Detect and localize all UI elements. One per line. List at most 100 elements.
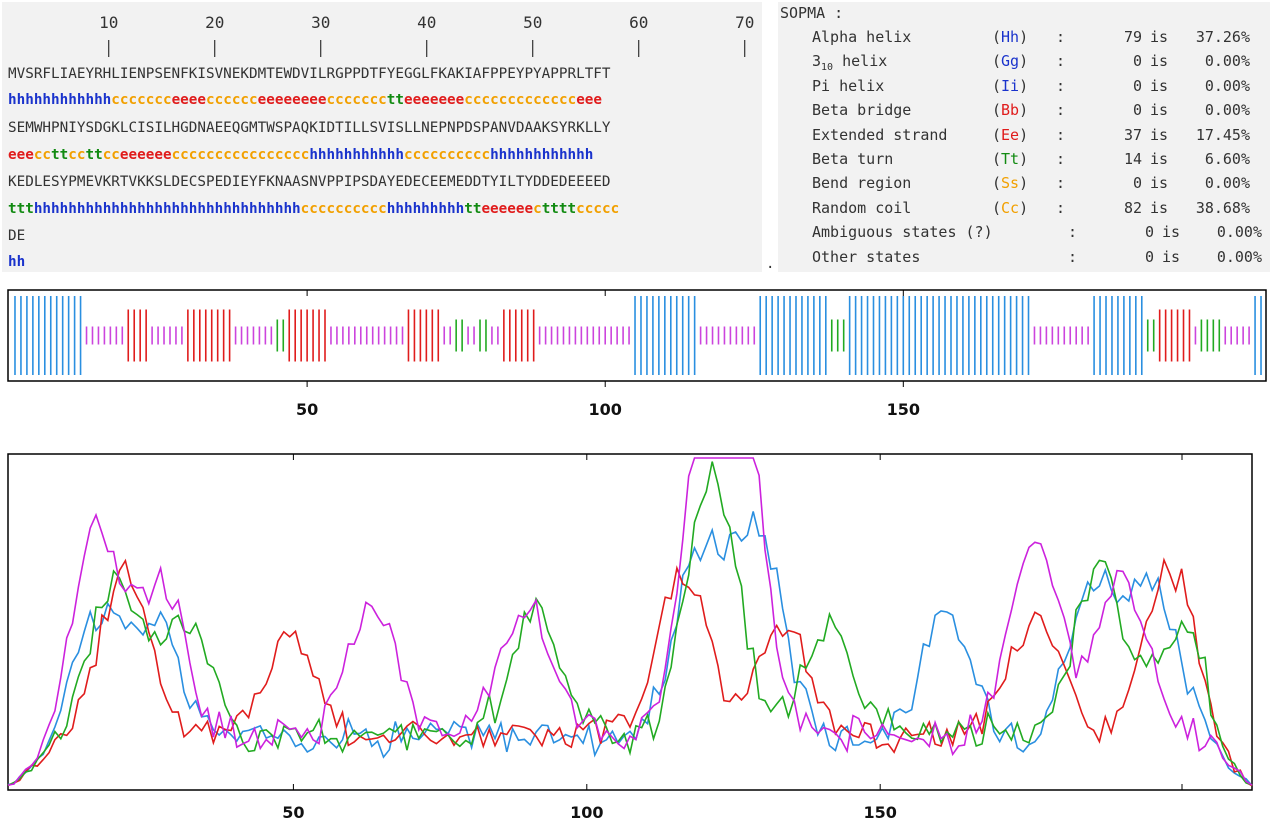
stat-colon: : <box>1056 150 1066 168</box>
structure-run: cccccc <box>206 92 258 108</box>
sequence-panel: 10 20 30 40 50 60 70 MVSRFLIAEYRHLIENPSENFKISV… <box>2 2 762 272</box>
stat-colon: : <box>1056 28 1066 46</box>
structure-run: ccccccccccccc <box>464 92 577 108</box>
stat-percent: 0.00% <box>1204 52 1250 71</box>
sopma-stats-panel: SOPMA : Alpha helix (Hh): 79 is 37.26% 310 he… <box>778 2 1270 272</box>
stat-row: Other states: 0 is 0.00% <box>812 248 1270 270</box>
stat-is: is <box>1150 150 1169 168</box>
stat-percent: 0.00% <box>1204 76 1250 95</box>
sequence-line-3: KEDLESYPMEVKRTVKKSLDECSPEDIEYFKNAASNVPPI… <box>8 174 611 190</box>
profile-axis-label-150: 150 <box>863 803 896 822</box>
stat-count: 79 <box>1123 28 1142 46</box>
sequence-ruler: 10 20 30 40 50 60 70 <box>99 13 754 57</box>
stat-label: Bend region <box>812 174 912 193</box>
stat-count: 0 <box>1132 101 1142 120</box>
profile-plot-frame <box>7 453 1253 791</box>
stat-percent: 0.00% <box>1204 101 1250 120</box>
structure-run: hh <box>8 254 26 270</box>
stat-is: is <box>1150 28 1169 46</box>
structure-run: eeeeee <box>119 147 172 163</box>
stat-label: Pi helix <box>812 76 885 95</box>
structure-run: hhhhhhhhhhhh <box>490 147 594 163</box>
structure-run: ccccccc <box>326 92 387 108</box>
axis-tick-label-100: 100 <box>589 400 622 419</box>
structure-run: tt <box>386 92 405 108</box>
structure-run: tt <box>51 147 69 163</box>
stat-code: (Ss) <box>992 174 1029 193</box>
structure-run: cccccccccc <box>404 147 491 163</box>
structure-run: tt <box>85 147 103 163</box>
stat-percent: 17.45% <box>1195 125 1250 144</box>
stat-is: is <box>1150 174 1169 193</box>
stat-row: Extended strand (Ee): 37 is 17.45% <box>812 126 1270 148</box>
ruler-number-40: 40 <box>417 13 436 32</box>
stat-label: Random coil <box>812 198 912 217</box>
structure-bar-frame <box>7 289 1267 382</box>
structure-line-1: hhhhhhhhhhhhccccccceeeecccccceeeeeeeeccc… <box>8 92 602 108</box>
sequence-line-1: MVSRFLIAEYRHLIENPSENFKISVNEKDMTEWDVILRGP… <box>8 66 611 82</box>
stat-code: (Hh) <box>992 28 1029 46</box>
stat-count: 82 <box>1123 198 1142 217</box>
stat-row: Beta bridge (Bb): 0 is 0.00% <box>812 101 1270 123</box>
stat-label: Extended strand <box>812 125 948 144</box>
structure-run: hhhhhhhhh <box>386 201 465 217</box>
stat-code: (Bb) <box>992 101 1029 120</box>
profile-axis-label-50: 50 <box>282 803 304 822</box>
stat-colon: : <box>1056 174 1066 193</box>
stat-is: is <box>1150 52 1169 71</box>
stat-count: 14 <box>1123 150 1142 168</box>
structure-run: ttt <box>8 201 34 217</box>
stat-code: (Ee) <box>992 125 1029 144</box>
stat-colon: : <box>1056 198 1066 217</box>
stat-colon: : <box>1056 101 1066 120</box>
stat-row: Pi helix (Ii): 0 is 0.00% <box>812 77 1270 99</box>
profile-series-4 <box>7 457 1253 786</box>
stat-colon: : <box>1068 247 1078 266</box>
stat-percent: 0.00% <box>1204 174 1250 193</box>
stat-count: 37 <box>1123 125 1142 144</box>
structure-run: cc <box>68 147 86 163</box>
stat-percent: 37.26% <box>1195 28 1250 46</box>
stat-row: Beta turn (Tt): 14 is 6.60% <box>812 150 1270 172</box>
stat-colon: : <box>1056 52 1066 71</box>
profile-axis: 50 100 150 <box>282 454 897 822</box>
stat-is: is <box>1162 223 1181 242</box>
sequence-line-4: DE <box>8 228 26 244</box>
stat-code: (Gg) <box>992 52 1029 71</box>
stat-colon: : <box>1056 125 1066 144</box>
stat-label: 310 helix <box>812 52 888 74</box>
stat-colon: : <box>1068 223 1078 242</box>
stat-count: 0 <box>1132 52 1142 71</box>
stat-count: 0 <box>1144 223 1154 242</box>
axis-tick-label-150: 150 <box>887 400 920 419</box>
stat-is: is <box>1150 125 1169 144</box>
stat-percent: 0.00% <box>1216 247 1262 266</box>
stat-count: 0 <box>1132 174 1142 193</box>
sequence-line-2: SEMWHPNIYSDGKLCISILHGDNAEEQGMTWSPAQKIDTI… <box>8 120 611 136</box>
stat-colon: : <box>1056 76 1066 95</box>
stat-row: Random coil (Cc): 82 is 38.68% <box>812 199 1270 221</box>
ruler-number-20: 20 <box>205 13 224 32</box>
structure-run: hhhhhhhhhhh <box>309 147 404 163</box>
structure-run: hhhhhhhhhhhhhhhhhhhhhhhhhhhhhhh <box>33 201 301 217</box>
stat-is: is <box>1150 101 1169 120</box>
stat-code: (Ii) <box>992 76 1029 95</box>
stat-percent: 0.00% <box>1216 223 1262 242</box>
structure-line-3: ttthhhhhhhhhhhhhhhhhhhhhhhhhhhhhhhcccccc… <box>8 201 619 217</box>
stats-title: SOPMA : <box>780 4 844 22</box>
ruler-number-50: 50 <box>523 13 542 32</box>
stat-label: Beta bridge <box>812 101 912 120</box>
ruler-number-30: 30 <box>311 13 330 32</box>
ruler-number-70: 70 <box>735 13 754 32</box>
stat-count: 0 <box>1144 247 1154 266</box>
stat-row: Bend region (Ss): 0 is 0.00% <box>812 174 1270 196</box>
profile-series-2 <box>7 557 1253 787</box>
structure-run: eeeeeeee <box>257 92 327 108</box>
stat-row: Ambiguous states (?): 0 is 0.00% <box>812 223 1270 245</box>
structure-run: eee <box>576 92 603 108</box>
structure-run: cc <box>33 147 52 163</box>
axis-tick-label-50: 50 <box>296 400 318 419</box>
structure-run: tttt <box>541 201 577 217</box>
structure-run: hhhhhhhhhhhh <box>8 92 112 108</box>
stat-code: (Tt) <box>992 150 1029 168</box>
